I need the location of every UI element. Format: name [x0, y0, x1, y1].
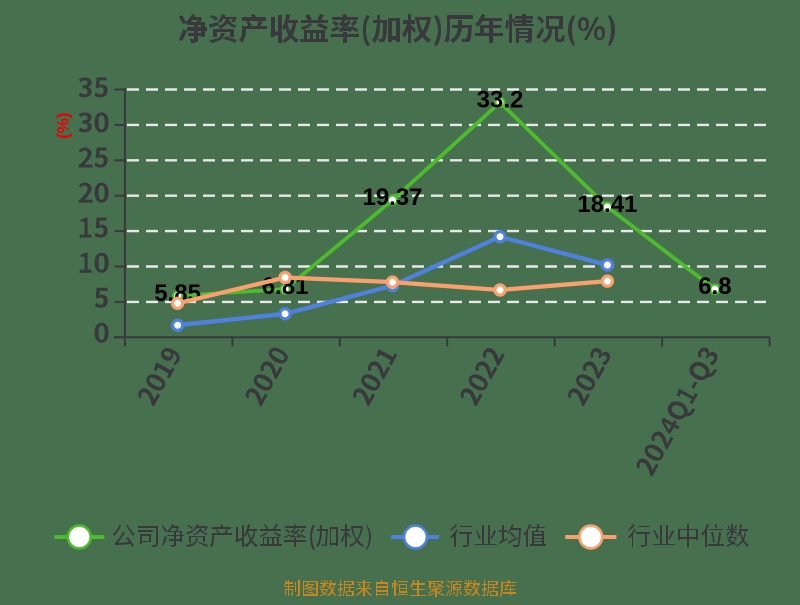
- svg-text:(%): (%): [54, 112, 73, 138]
- svg-text:6.8: 6.8: [698, 273, 731, 300]
- svg-text:18.41: 18.41: [577, 191, 637, 218]
- svg-text:33.2: 33.2: [477, 86, 524, 113]
- svg-text:19.37: 19.37: [362, 184, 422, 211]
